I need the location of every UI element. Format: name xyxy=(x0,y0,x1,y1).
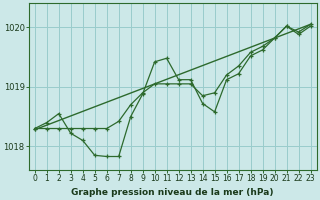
X-axis label: Graphe pression niveau de la mer (hPa): Graphe pression niveau de la mer (hPa) xyxy=(71,188,274,197)
